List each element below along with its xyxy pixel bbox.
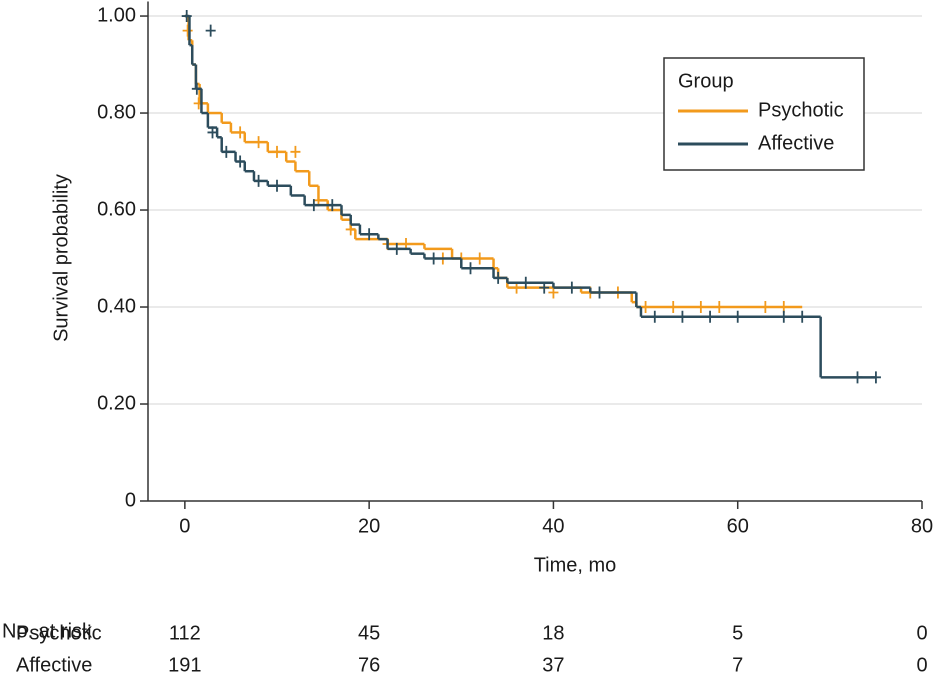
censor-mark [677, 310, 688, 323]
censor-mark [649, 310, 660, 323]
censor-mark [870, 371, 881, 384]
censor-mark [705, 310, 716, 323]
censor-mark [668, 301, 679, 314]
censor-mark [182, 24, 193, 37]
y-tick-label: 0.60 [97, 198, 136, 220]
risk-row-label: Psychotic [16, 622, 102, 644]
censor-mark [640, 301, 651, 314]
censor-mark [235, 155, 246, 168]
y-tick-label: 0.20 [97, 392, 136, 414]
x-tick-label: 60 [727, 515, 749, 537]
censor-mark [539, 281, 550, 294]
censor-mark [778, 310, 789, 323]
censor-mark [207, 126, 218, 139]
legend-label: Psychotic [758, 99, 844, 121]
censor-mark [345, 223, 356, 236]
censor-mark [594, 286, 605, 299]
censor-mark [327, 199, 338, 212]
censor-mark [797, 310, 808, 323]
x-tick-label: 40 [542, 515, 564, 537]
censor-mark [428, 252, 439, 265]
censor-mark [465, 262, 476, 275]
risk-count: 0 [916, 622, 927, 644]
risk-count: 37 [542, 654, 564, 676]
censor-mark [235, 126, 246, 139]
legend-label: Affective [758, 132, 834, 154]
x-axis-label: Time, mo [534, 554, 617, 576]
y-tick-label: 1.00 [97, 4, 136, 26]
censor-mark [714, 301, 725, 314]
risk-count: 76 [358, 654, 380, 676]
censor-mark [221, 145, 232, 158]
censor-mark [695, 301, 706, 314]
x-tick-label: 80 [911, 515, 933, 537]
y-tick-label: 0.80 [97, 101, 136, 123]
censor-mark [520, 276, 531, 289]
censor-mark [272, 145, 282, 158]
censor-mark [493, 271, 504, 284]
censor-mark [253, 136, 264, 149]
censor-mark [760, 301, 771, 314]
risk-count: 0 [916, 654, 927, 676]
legend-title: Group [678, 70, 734, 92]
censor-mark [191, 82, 202, 95]
censor-mark [566, 281, 577, 294]
risk-count: 7 [732, 654, 743, 676]
x-tick-label: 20 [358, 515, 380, 537]
censor-mark [253, 174, 264, 187]
y-tick-label: 0.40 [97, 295, 136, 317]
risk-table-title: No. at risk [2, 620, 93, 642]
risk-count: 5 [732, 622, 743, 644]
risk-count: 191 [168, 654, 201, 676]
censor-mark [181, 10, 192, 23]
risk-count: 112 [169, 622, 201, 644]
censor-mark [474, 252, 485, 265]
risk-count: 45 [358, 622, 380, 644]
censor-mark [732, 310, 743, 323]
censor-mark [364, 228, 375, 241]
censor-mark [272, 179, 282, 192]
censor-mark [852, 371, 863, 384]
censor-mark [391, 242, 402, 255]
censor-mark [308, 199, 319, 212]
risk-count: 18 [542, 622, 564, 644]
censor-mark [290, 145, 301, 158]
y-axis-label: Survival probability [50, 174, 72, 342]
censor-mark [205, 24, 216, 37]
y-tick-label: 0 [125, 489, 136, 511]
risk-row-label: Affective [16, 654, 92, 676]
x-tick-label: 0 [179, 515, 190, 537]
legend-box [663, 57, 865, 171]
